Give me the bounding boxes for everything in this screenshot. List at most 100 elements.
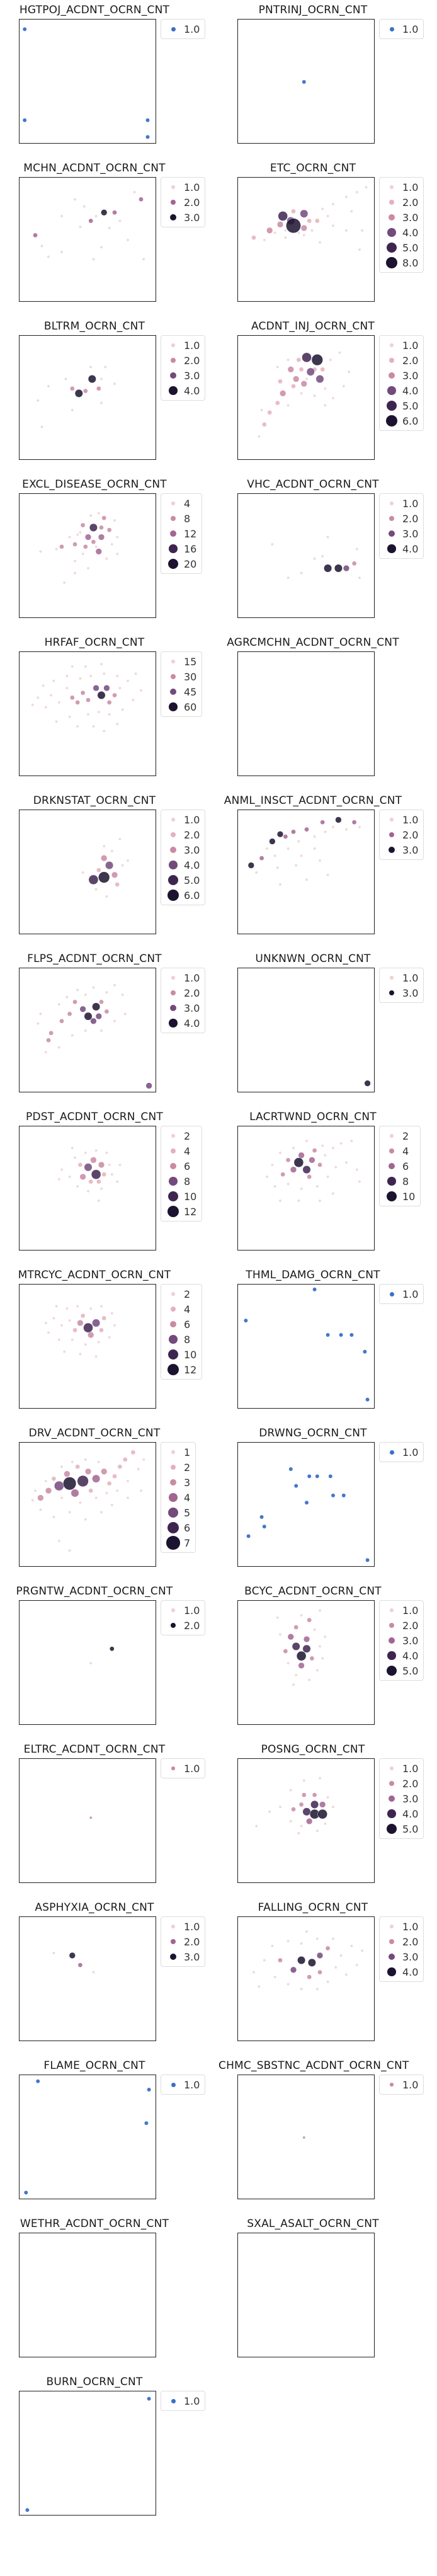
data-point [297, 1956, 306, 1965]
legend-dot [388, 1795, 395, 1802]
data-point [115, 674, 119, 678]
legend-item: 1.0 [165, 812, 200, 827]
scatter-panel: DRV_ACDNT_OCRN_CNT 1 2 3 4 5 6 7 [0, 1423, 219, 1569]
scatter-panel: SXAL_ASALT_OCRN_CNT [219, 2214, 437, 2360]
legend-item: 6 [165, 1159, 196, 1174]
data-point [75, 700, 81, 705]
data-point [287, 1661, 290, 1665]
legend-label: 4 [184, 1303, 191, 1315]
data-point [269, 838, 276, 845]
legend-dot [386, 242, 397, 253]
data-point [94, 888, 98, 891]
data-point [257, 1984, 261, 1988]
data-point [110, 1172, 114, 1176]
legend-marker [165, 210, 181, 225]
data-point [91, 539, 96, 545]
legend: 1 2 3 4 5 6 7 [161, 1442, 196, 1553]
panel-title: PRGNTW_ACDNT_OCRN_CNT [16, 1585, 173, 1598]
legend-label: 8 [184, 1333, 191, 1346]
data-point [302, 2136, 306, 2139]
legend-marker [383, 1761, 400, 1776]
legend: 1.0 2.0 3.0 4.0 [379, 493, 424, 559]
legend-item: 2.0 [165, 195, 200, 210]
legend-dot [170, 199, 176, 205]
legend-item: 12 [165, 1204, 196, 1219]
data-point [91, 986, 95, 990]
data-point [280, 390, 287, 397]
legend-marker [165, 842, 181, 857]
data-point [289, 1819, 293, 1823]
data-point [291, 1807, 296, 1812]
data-point [49, 694, 53, 697]
data-point [101, 1172, 107, 1177]
data-point [254, 1824, 258, 1828]
data-point [126, 859, 130, 862]
data-point [97, 1460, 101, 1464]
data-point [89, 674, 93, 678]
scatter-svg [270, 535, 361, 580]
data-point [46, 1038, 51, 1043]
legend-item: 2.0 [165, 985, 200, 1000]
data-point [300, 1824, 304, 1828]
legend-label: 1.0 [402, 339, 419, 352]
legend-label: 5.0 [184, 874, 200, 886]
legend-dot [389, 357, 395, 364]
legend-label: 6.0 [184, 889, 200, 902]
data-point [64, 1470, 71, 1477]
data-point [94, 1148, 98, 1152]
data-point [84, 534, 92, 541]
data-point [105, 895, 108, 898]
data-point [101, 1468, 108, 1475]
data-point [360, 1949, 364, 1952]
scatter-svg [243, 1287, 370, 1402]
data-point [316, 1952, 324, 1959]
legend-marker [165, 1475, 181, 1490]
legend-label: 1.0 [184, 181, 200, 193]
legend: 1.0 2.0 3.0 [161, 177, 206, 227]
legend-marker [165, 1143, 181, 1159]
data-point [118, 837, 122, 841]
legend-dot [389, 515, 395, 522]
legend-label: 1.0 [184, 971, 200, 984]
legend-dot [170, 1306, 176, 1312]
data-point [307, 1617, 312, 1623]
scatter-panel: THML_DAMG_OCRN_CNT 1.0 [219, 1265, 437, 1411]
legend-dot [171, 1925, 175, 1928]
data-point [113, 518, 116, 522]
data-point [304, 1500, 309, 1505]
legend-label: 10 [184, 1348, 197, 1361]
legend-item: 1.0 [165, 1603, 200, 1618]
data-point [296, 1651, 307, 1661]
legend-dot [386, 1665, 397, 1676]
data-point [103, 365, 107, 369]
panel-title: EXCL_DISEASE_OCRN_CNT [22, 478, 167, 491]
data-point [76, 988, 79, 992]
data-point [331, 224, 335, 227]
data-point [307, 1958, 316, 1967]
legend-dot [167, 1205, 179, 1218]
data-point [102, 672, 106, 675]
legend-dot [389, 1148, 395, 1154]
data-point [81, 552, 85, 556]
data-point [331, 396, 335, 400]
legend-label: 45 [184, 685, 197, 698]
data-point [92, 1319, 101, 1327]
legend-item: 1.0 [165, 1919, 200, 1934]
legend-dot [389, 1780, 395, 1787]
legend-dot [390, 818, 394, 821]
legend-marker [165, 21, 181, 37]
legend-label: 20 [184, 558, 197, 570]
data-point [113, 983, 116, 987]
data-point [321, 207, 324, 211]
legend-marker [383, 1934, 400, 1949]
data-point [123, 1012, 127, 1016]
panel-title: HGTPOJ_ACDNT_OCRN_CNT [19, 4, 170, 16]
plot-area [19, 1284, 156, 1409]
panel-title: LACRTWND_OCRN_CNT [249, 1111, 377, 1123]
legend-dot [171, 1450, 175, 1454]
legend-marker [383, 1174, 400, 1189]
data-point [349, 209, 353, 213]
legend-item: 1.0 [165, 1761, 200, 1776]
data-point [276, 221, 284, 228]
plot-area [19, 2233, 156, 2357]
